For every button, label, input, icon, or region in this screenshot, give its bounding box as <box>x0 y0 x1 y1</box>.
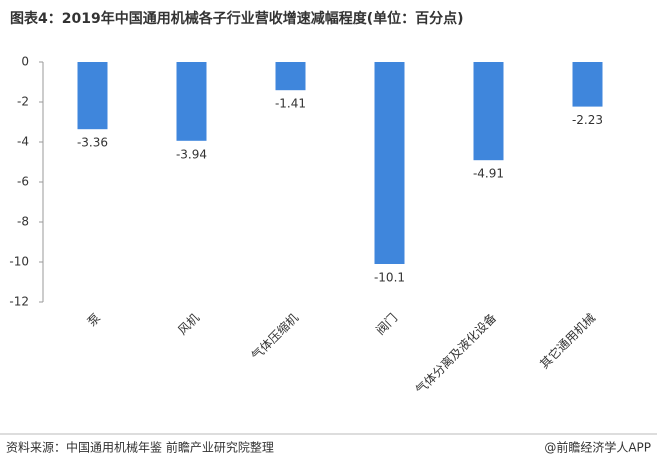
x-tick-label: 其它通用机械 <box>537 310 599 372</box>
x-tick-label: 风机 <box>175 311 202 338</box>
x-tick-label: 泵 <box>85 311 103 329</box>
x-tick-label: 阀门 <box>373 310 401 338</box>
bar <box>77 62 108 130</box>
x-tick-label: 气体压缩机 <box>248 310 301 363</box>
value-label: -2.23 <box>572 113 603 127</box>
y-tick-label: 0 <box>21 55 29 69</box>
x-tick-label: 气体分离及液化设备 <box>412 310 499 397</box>
source-note: 资料来源：中国通用机械年鉴 前瞻产业研究院整理 <box>6 440 274 455</box>
value-label: -10.1 <box>374 271 405 285</box>
bar <box>374 62 405 264</box>
bar <box>572 62 603 107</box>
value-label: -4.91 <box>473 167 504 181</box>
bar <box>473 62 504 161</box>
y-tick-label: -2 <box>17 95 29 109</box>
y-tick-label: -10 <box>9 255 29 269</box>
value-label: -1.41 <box>275 97 306 111</box>
y-tick-label: -6 <box>17 175 29 189</box>
value-label: -3.94 <box>176 147 207 161</box>
bar <box>176 62 207 141</box>
y-tick-label: -8 <box>17 215 29 229</box>
bar <box>275 62 306 91</box>
y-tick-label: -4 <box>17 135 29 149</box>
y-tick-label: -12 <box>9 295 29 309</box>
chart-title: 图表4：2019年中国通用机械各子行业营收增速减幅程度(单位：百分点) <box>10 10 464 27</box>
credit: @前瞻经济学人APP <box>544 440 651 455</box>
value-label: -3.36 <box>77 136 108 150</box>
